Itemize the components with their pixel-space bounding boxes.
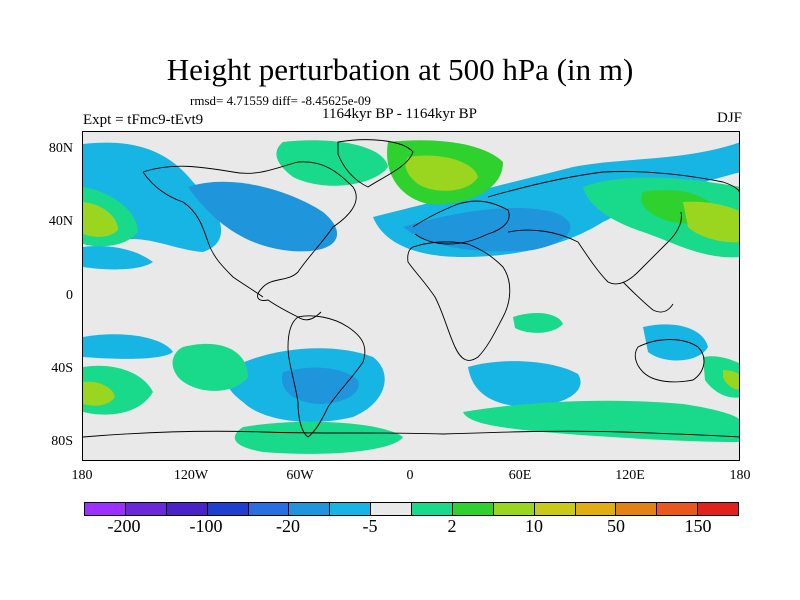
lon-label-120e: 120E	[615, 468, 645, 483]
colorbar-cell-13	[616, 503, 658, 515]
lon-label-120w: 120W	[173, 468, 209, 483]
lon-label-180w: 180	[71, 468, 93, 483]
colorbar-cell-1	[125, 503, 167, 515]
season-label: DJF	[716, 110, 742, 126]
positive-anomaly-patch	[234, 421, 403, 454]
colorbar-label: -20	[276, 516, 300, 536]
negative-anomaly-patch	[188, 181, 338, 252]
negative-anomaly-patch	[468, 361, 581, 407]
negative-anomaly-patch	[643, 324, 708, 361]
colorbar-cell-6	[330, 503, 372, 515]
colorbar-label: 2	[447, 516, 457, 536]
negative-anomaly-patch	[403, 207, 571, 252]
colorbar-cell-14	[657, 503, 699, 515]
positive-anomaly-patch	[405, 155, 478, 191]
negative-anomaly-patch	[83, 245, 153, 270]
colorbar-cell-7	[371, 503, 412, 515]
map-canvas	[83, 139, 739, 454]
period-label: 1164kyr BP - 1164kyr BP	[322, 106, 478, 122]
lon-label-60w: 60W	[286, 468, 314, 483]
colorbar-label: 10	[525, 516, 543, 536]
anomaly-patches	[83, 140, 739, 454]
colorbar-cell-4	[248, 503, 290, 515]
positive-anomaly-patch	[513, 312, 563, 333]
colorbar-cell-12	[575, 503, 617, 515]
lat-label-40s: 40S	[51, 361, 73, 376]
map-panel	[82, 131, 740, 461]
colorbar-cell-8	[412, 503, 453, 515]
negative-anomaly-patch	[282, 367, 359, 404]
colorbar-cell-11	[534, 503, 576, 515]
lon-label-60e: 60E	[508, 468, 532, 483]
lat-label-0: 0	[66, 288, 73, 303]
positive-anomaly-patch	[683, 201, 739, 243]
positive-anomaly-patch	[703, 356, 739, 398]
colorbar-cell-15	[698, 503, 738, 515]
positive-anomaly-patch	[83, 202, 118, 237]
colorbar-label: -5	[362, 516, 378, 536]
positive-anomaly-patch	[463, 400, 739, 442]
positive-anomaly-patch	[723, 370, 739, 390]
experiment-label: Expt = tFmc9-tEvt9	[83, 112, 204, 128]
colorbar-cell-10	[493, 503, 535, 515]
coastlines	[83, 139, 739, 438]
stats-label: rmsd= 4.71559 diff= -8.45625e-09	[190, 93, 371, 108]
colorbar-cell-3	[207, 503, 249, 515]
lon-label-0: 0	[406, 468, 414, 483]
lat-label-80n: 80N	[48, 141, 73, 156]
negative-anomaly-patch	[83, 334, 173, 359]
positive-anomaly-patch	[276, 140, 388, 186]
colorbar-cell-5	[289, 503, 331, 515]
colorbar-label: 150	[684, 516, 712, 536]
colorbar-label: -200	[107, 516, 141, 536]
lat-label-40n: 40N	[48, 214, 73, 229]
lon-label-180e: 180	[729, 468, 751, 483]
lat-label-80s: 80S	[51, 434, 73, 449]
colorbar-cell-2	[166, 503, 208, 515]
colorbar-label: -100	[189, 516, 223, 536]
positive-anomaly-patch	[83, 381, 115, 406]
colorbar	[84, 502, 739, 516]
positive-anomaly-patch	[172, 343, 248, 391]
colorbar-label: 50	[607, 516, 625, 536]
plot-title: Height perturbation at 500 hPa (in m)	[166, 52, 634, 87]
colorbar-cell-9	[452, 503, 494, 515]
colorbar-cell-0	[85, 503, 126, 515]
